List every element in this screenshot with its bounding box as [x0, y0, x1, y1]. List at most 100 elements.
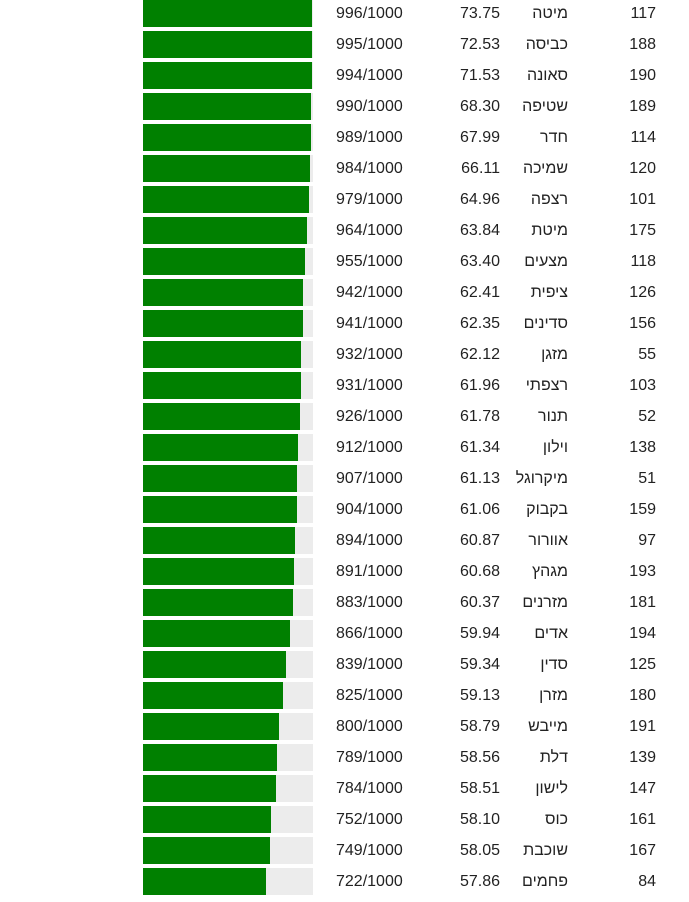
- score-text: 907/1000: [336, 470, 403, 487]
- score-bar-fill: [143, 279, 303, 306]
- similarity-value: 62.41: [459, 284, 500, 301]
- score-bar-track: [143, 744, 313, 771]
- rank-number: 167: [629, 842, 656, 859]
- score-bar-track: [143, 217, 313, 244]
- word-label: כביסה: [525, 36, 568, 53]
- rank-number: 97: [638, 532, 656, 549]
- list-item: 955/1000 63.40 מצעים 118: [0, 248, 689, 279]
- rank-number: 159: [629, 501, 656, 518]
- word-label: רצפתי: [525, 377, 568, 394]
- rank-number: 125: [629, 656, 656, 673]
- score-bar-fill: [143, 403, 300, 430]
- rank-number: 126: [629, 284, 656, 301]
- list-item: 912/1000 61.34 וילון 138: [0, 434, 689, 465]
- rank-number: 84: [638, 873, 656, 890]
- list-item: 891/1000 60.68 מגהץ 193: [0, 558, 689, 589]
- score-bar-track: [143, 558, 313, 585]
- rank-number: 161: [629, 811, 656, 828]
- score-text: 926/1000: [336, 408, 403, 425]
- score-bar-fill: [143, 651, 286, 678]
- similarity-value: 71.53: [459, 67, 500, 84]
- word-label: סאונה: [526, 67, 568, 84]
- rank-number: 181: [629, 594, 656, 611]
- list-item: 752/1000 58.10 כוס 161: [0, 806, 689, 837]
- score-text: 752/1000: [336, 811, 403, 828]
- score-bar-track: [143, 713, 313, 740]
- list-item: 932/1000 62.12 מזגן 55: [0, 341, 689, 372]
- score-text: 866/1000: [336, 625, 403, 642]
- score-bar-fill: [143, 558, 294, 585]
- score-text: 883/1000: [336, 594, 403, 611]
- score-bar-fill: [143, 62, 312, 89]
- list-item: 990/1000 68.30 שטיפה 189: [0, 93, 689, 124]
- score-text: 994/1000: [336, 67, 403, 84]
- word-label: סדינים: [523, 315, 568, 332]
- score-bar-fill: [143, 589, 293, 616]
- rank-number: 156: [629, 315, 656, 332]
- score-bar-track: [143, 620, 313, 647]
- similarity-value: 63.84: [459, 222, 500, 239]
- score-bar-track: [143, 806, 313, 833]
- score-bar-fill: [143, 713, 279, 740]
- score-text: 996/1000: [336, 5, 403, 22]
- score-text: 979/1000: [336, 191, 403, 208]
- similarity-value: 60.37: [459, 594, 500, 611]
- word-label: מגהץ: [532, 563, 568, 580]
- score-bar-track: [143, 682, 313, 709]
- score-bar-track: [143, 155, 313, 182]
- rank-number: 101: [629, 191, 656, 208]
- score-bar-fill: [143, 217, 307, 244]
- word-label: מיטה: [532, 5, 568, 22]
- similarity-value: 60.87: [459, 532, 500, 549]
- word-label: שטיפה: [522, 98, 568, 115]
- rank-number: 147: [629, 780, 656, 797]
- rank-number: 191: [629, 718, 656, 735]
- similarity-value: 66.11: [461, 160, 500, 177]
- score-bar-track: [143, 310, 313, 337]
- rank-number: 51: [638, 470, 656, 487]
- word-label: ציפית: [530, 284, 568, 301]
- score-bar-track: [143, 775, 313, 802]
- similarity-value: 61.96: [459, 377, 500, 394]
- rank-number: 114: [630, 129, 656, 146]
- list-item: 839/1000 59.34 סדין 125: [0, 651, 689, 682]
- score-bar-fill: [143, 93, 311, 120]
- score-bar-track: [143, 527, 313, 554]
- score-text: 984/1000: [336, 160, 403, 177]
- similarity-value: 62.12: [459, 346, 500, 363]
- word-label: מיטת: [531, 222, 568, 239]
- score-bar-fill: [143, 527, 295, 554]
- list-item: 722/1000 57.86 פחמים 84: [0, 868, 689, 899]
- list-item: 800/1000 58.79 מייבש 191: [0, 713, 689, 744]
- score-bar-track: [143, 589, 313, 616]
- list-item: 825/1000 59.13 מזרן 180: [0, 682, 689, 713]
- rank-number: 188: [629, 36, 656, 53]
- score-text: 894/1000: [336, 532, 403, 549]
- score-bar-fill: [143, 868, 266, 895]
- score-text: 955/1000: [336, 253, 403, 270]
- rank-number: 189: [629, 98, 656, 115]
- list-item: 931/1000 61.96 רצפתי 103: [0, 372, 689, 403]
- rank-number: 138: [629, 439, 656, 456]
- word-label: לישון: [535, 780, 568, 797]
- score-bar-track: [143, 496, 313, 523]
- score-text: 912/1000: [336, 439, 403, 456]
- list-item: 996/1000 73.75 מיטה 117: [0, 0, 689, 31]
- rank-number: 103: [629, 377, 656, 394]
- score-bar-track: [143, 279, 313, 306]
- score-bar-fill: [143, 806, 271, 833]
- word-label: וילון: [542, 439, 568, 456]
- list-item: 941/1000 62.35 סדינים 156: [0, 310, 689, 341]
- score-text: 749/1000: [336, 842, 403, 859]
- word-label: אדים: [534, 625, 568, 642]
- rank-number: 193: [629, 563, 656, 580]
- score-bar-track: [143, 372, 313, 399]
- similarity-value: 58.56: [459, 749, 500, 766]
- score-bar-fill: [143, 775, 276, 802]
- similarity-value: 73.75: [459, 5, 500, 22]
- rank-number: 118: [630, 253, 656, 270]
- score-bar-fill: [143, 744, 277, 771]
- score-text: 722/1000: [336, 873, 403, 890]
- score-bar-fill: [143, 124, 311, 151]
- similarity-value: 59.13: [459, 687, 500, 704]
